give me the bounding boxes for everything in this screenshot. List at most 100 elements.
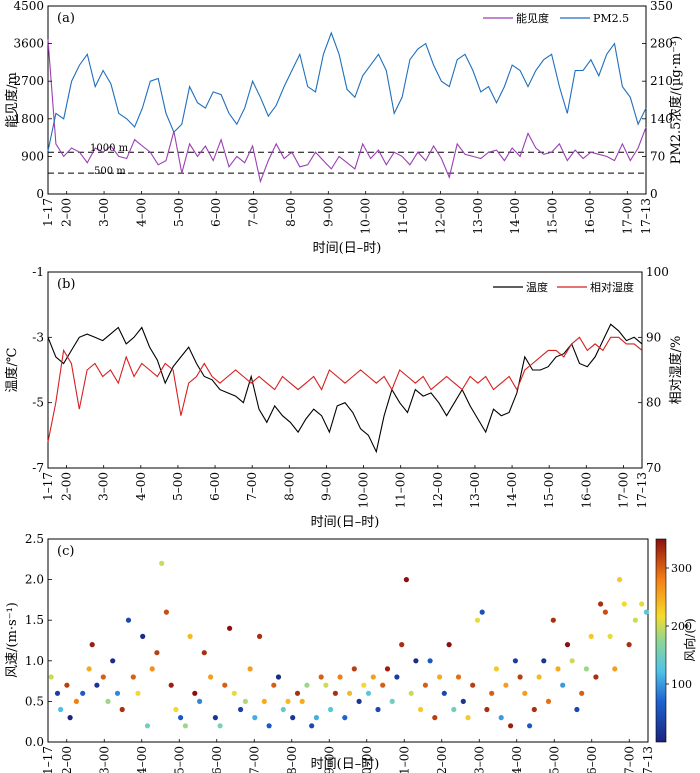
panel-b-legend: 温度 相对湿度 xyxy=(493,280,634,294)
x-tick-label: 13–00 xyxy=(472,746,486,773)
y-right-tick-label: 0 xyxy=(650,187,658,201)
scatter-point xyxy=(182,723,188,729)
scatter-point xyxy=(422,682,428,688)
x-tick-label: 11–00 xyxy=(394,472,408,509)
scatter-point xyxy=(212,715,218,721)
x-tick-label: 10–00 xyxy=(359,198,373,235)
x-tick-label: 16–00 xyxy=(583,198,597,235)
x-tick-label: 10–00 xyxy=(357,472,371,509)
x-tick-label: 13–00 xyxy=(468,472,482,509)
y-tick-label: 2.5 xyxy=(25,532,44,546)
scatter-point xyxy=(173,706,179,713)
x-tick-label: 14–00 xyxy=(508,198,522,235)
x-tick-label: 10–00 xyxy=(360,746,374,773)
y-right-tick-label: 90 xyxy=(646,330,661,344)
scatter-point xyxy=(427,658,433,664)
colorbar-tick-label: 300 xyxy=(671,562,692,575)
scatter-point xyxy=(227,625,233,631)
scatter-point xyxy=(67,715,73,721)
scatter-point xyxy=(168,682,174,688)
scatter-point xyxy=(163,609,169,615)
scatter-point xyxy=(498,715,504,721)
x-tick-label: 8–00 xyxy=(284,198,298,227)
scatter-point xyxy=(342,715,348,721)
x-tick-label: 3–00 xyxy=(97,198,111,227)
x-tick-label: 2–00 xyxy=(60,198,74,227)
panel-a-ylabel-right: PM2.5浓度/(µg·m⁻³) xyxy=(668,36,684,165)
scatter-point xyxy=(602,609,609,615)
scatter-point xyxy=(80,690,86,696)
x-tick-label: 9–00 xyxy=(319,472,333,501)
x-tick-label: 15–00 xyxy=(546,198,560,235)
scatter-point xyxy=(370,674,376,680)
scatter-point xyxy=(64,682,70,688)
scatter-point xyxy=(545,698,552,705)
scatter-point xyxy=(178,715,184,721)
scatter-point xyxy=(290,715,296,721)
x-tick-label: 5–00 xyxy=(172,198,186,227)
scatter-point xyxy=(73,698,79,705)
x-tick-label: 8–00 xyxy=(282,472,296,501)
x-tick-label: 9–00 xyxy=(321,198,335,227)
scatter-point xyxy=(484,706,490,713)
panel-a-xlabel: 时间(日–时) xyxy=(313,241,382,256)
scatter-point xyxy=(489,690,495,696)
x-tick-label: 3–00 xyxy=(97,746,111,773)
scatter-point xyxy=(197,698,203,705)
scatter-point xyxy=(313,715,319,721)
scatter-point xyxy=(242,698,248,705)
scatter-point xyxy=(318,674,324,680)
scatter-point xyxy=(579,690,585,696)
scatter-point xyxy=(531,706,537,713)
scatter-point xyxy=(541,658,547,664)
x-tick-label: 15–00 xyxy=(547,746,561,773)
x-tick-label: 17–00 xyxy=(620,198,634,235)
x-tick-label: 1–17 xyxy=(41,472,55,501)
scatter-point xyxy=(238,706,244,713)
y-tick-label: 2.0 xyxy=(25,573,44,587)
scatter-point xyxy=(356,698,362,705)
scatter-point xyxy=(460,698,466,705)
scatter-point xyxy=(304,682,310,688)
scatter-point xyxy=(522,690,528,696)
scatter-point xyxy=(617,577,623,583)
scatter-point xyxy=(432,715,438,721)
colorbar-label: 风向/(°) xyxy=(682,618,697,661)
y-right-tick-label: 280 xyxy=(650,37,673,51)
y-tick-label: -7 xyxy=(32,461,44,475)
scatter-point xyxy=(332,690,338,696)
scatter-point xyxy=(114,690,121,696)
y-right-tick-label: 70 xyxy=(650,149,665,163)
scatter-point xyxy=(105,698,111,705)
scatter-point xyxy=(130,674,136,680)
x-tick-label: 4–00 xyxy=(135,746,149,773)
x-tick-label: 17–13 xyxy=(639,198,653,235)
scatter-point xyxy=(512,658,519,664)
x-tick-label: 6–00 xyxy=(208,472,222,501)
scatter-point xyxy=(451,706,457,713)
scatter-point xyxy=(470,682,476,688)
x-tick-label: 11–00 xyxy=(397,746,411,773)
y-tick-label: 1800 xyxy=(13,112,44,126)
scatter-point xyxy=(266,723,272,729)
panel-c: (c) 0.0 0.5 1.0 1.5 2.0 2.5 1–17 2–00 3–00 4–00 5… xyxy=(5,532,697,773)
y-tick-label: 0.5 xyxy=(25,694,44,708)
scatter-point xyxy=(261,698,267,705)
panel-a: (a) 0 900 1800 2700 3600 4500 0 70 140 210 280 350… xyxy=(4,0,684,256)
legend-pm25-label: PM2.5 xyxy=(593,12,629,25)
scatter-point xyxy=(159,560,165,567)
x-tick-label: 12–00 xyxy=(433,198,447,235)
scatter-point xyxy=(527,723,533,729)
scatter-point xyxy=(323,682,329,688)
colorbar-tick-label: 200 xyxy=(671,620,692,633)
y-tick-label: 1.5 xyxy=(25,613,44,627)
y-right-tick-label: 70 xyxy=(646,461,661,475)
scatter-point xyxy=(632,617,639,623)
scatter-point xyxy=(465,715,471,721)
scatter-point xyxy=(271,682,277,688)
x-tick-label: 15–00 xyxy=(542,472,556,509)
scatter-point xyxy=(58,706,64,713)
x-tick-label: 3–00 xyxy=(97,472,111,501)
scatter-point xyxy=(86,666,92,672)
